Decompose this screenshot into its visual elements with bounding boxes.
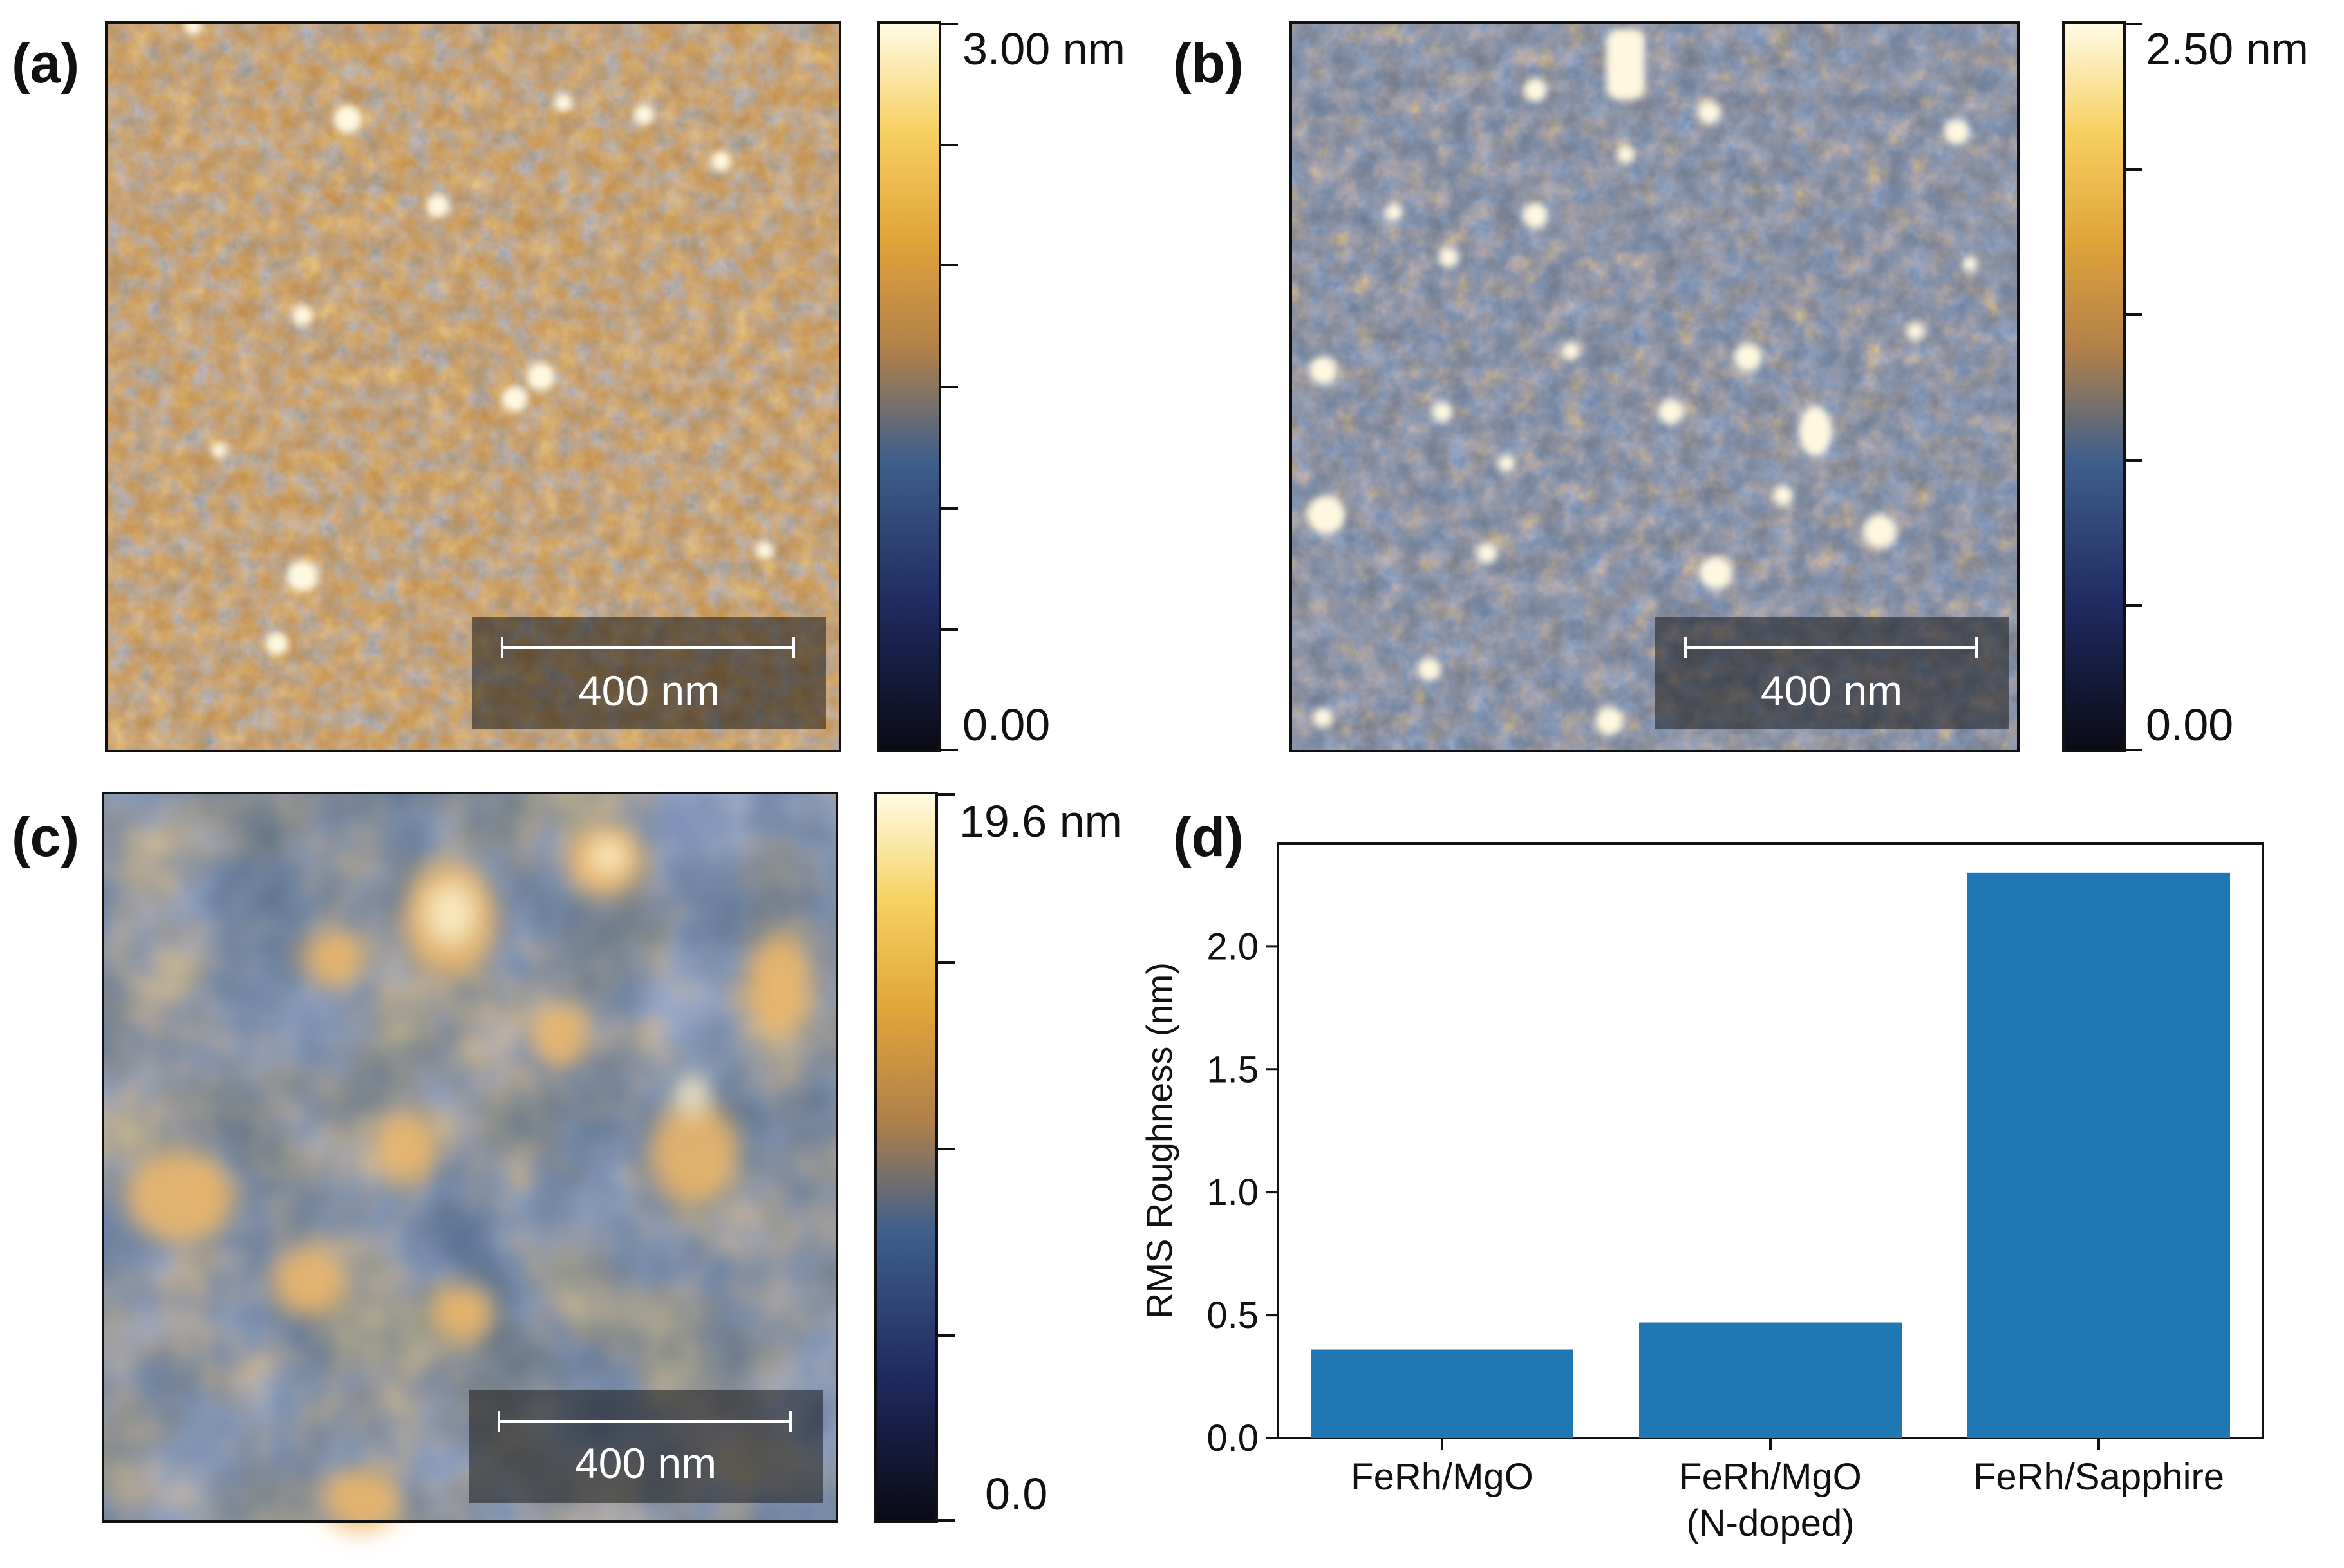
panel-a-label: (a)	[12, 33, 79, 95]
panel-b-scale-bar: 400 nm	[1655, 617, 2009, 729]
x-tick-label-2: FeRh/Sapphire	[1973, 1456, 2224, 1498]
bars	[1311, 872, 2230, 1438]
y-tick-label-1: 0.5	[1206, 1294, 1259, 1336]
bar-0	[1311, 1349, 1573, 1438]
panel-c: (c) 400 nm	[12, 792, 1122, 1532]
panel-c-colorbar-min: 0.0	[985, 1469, 1047, 1519]
panel-c-colorbar-max: 19.6 nm	[959, 796, 1122, 846]
panel-a-scale-bar-label: 400 nm	[578, 667, 720, 714]
y-tick-label-3: 1.5	[1206, 1049, 1259, 1090]
panel-c-grains	[126, 824, 811, 1532]
panel-c-scale-bar-label: 400 nm	[575, 1439, 717, 1487]
y-tick-label-4: 2.0	[1206, 926, 1259, 967]
bar-1	[1639, 1322, 1902, 1438]
x-tick-label-1: FeRh/MgO	[1679, 1456, 1862, 1498]
panel-b-particles	[1307, 29, 1978, 735]
panel-b-scale-bar-label: 400 nm	[1761, 667, 1902, 714]
panel-d-label: (d)	[1173, 807, 1244, 868]
panel-a: (a) 400 nm	[12, 17, 1125, 752]
x-tick-label-1-line2: (N-doped)	[1686, 1502, 1854, 1544]
panel-a-scale-bar: 400 nm	[472, 617, 826, 729]
panel-a-colorbar-min: 0.00	[962, 700, 1050, 750]
panel-b-colorbar: 2.50 nm 0.00	[2062, 21, 2309, 752]
panel-b: (b)	[1173, 21, 2309, 752]
panel-a-colorbar-max: 3.00 nm	[962, 24, 1125, 74]
x-tick-label-0: FeRh/MgO	[1351, 1456, 1533, 1498]
panel-c-label: (c)	[12, 807, 79, 868]
panel-d-bar-chart: (d) 0.00.51.01.52.0 FeRh/MgO FeRh/MgO(N-d…	[1139, 807, 2264, 1544]
panel-c-colorbar: 19.6 nm 0.0	[874, 792, 1122, 1523]
panel-c-scale-bar: 400 nm	[469, 1390, 823, 1503]
panel-b-label: (b)	[1173, 33, 1244, 95]
panel-a-afm-image	[105, 17, 841, 752]
y-tick-label-2: 1.0	[1206, 1171, 1259, 1213]
y-tick-label-0: 0.0	[1206, 1417, 1259, 1459]
panel-a-colorbar: 3.00 nm 0.00	[877, 21, 1125, 752]
bar-2	[1967, 872, 2230, 1438]
panel-a-particles	[184, 17, 774, 655]
y-axis-label: RMS Roughness (nm)	[1139, 962, 1179, 1319]
panel-b-colorbar-min: 0.00	[2146, 700, 2233, 750]
panel-b-colorbar-max: 2.50 nm	[2146, 24, 2309, 74]
y-axis-ticks: 0.0 0.5 1.0 1.5 2.0	[1206, 926, 1278, 1459]
x-axis-ticks: FeRh/MgO FeRh/MgO(N-doped)FeRh/Sapphire	[1351, 1438, 2224, 1544]
